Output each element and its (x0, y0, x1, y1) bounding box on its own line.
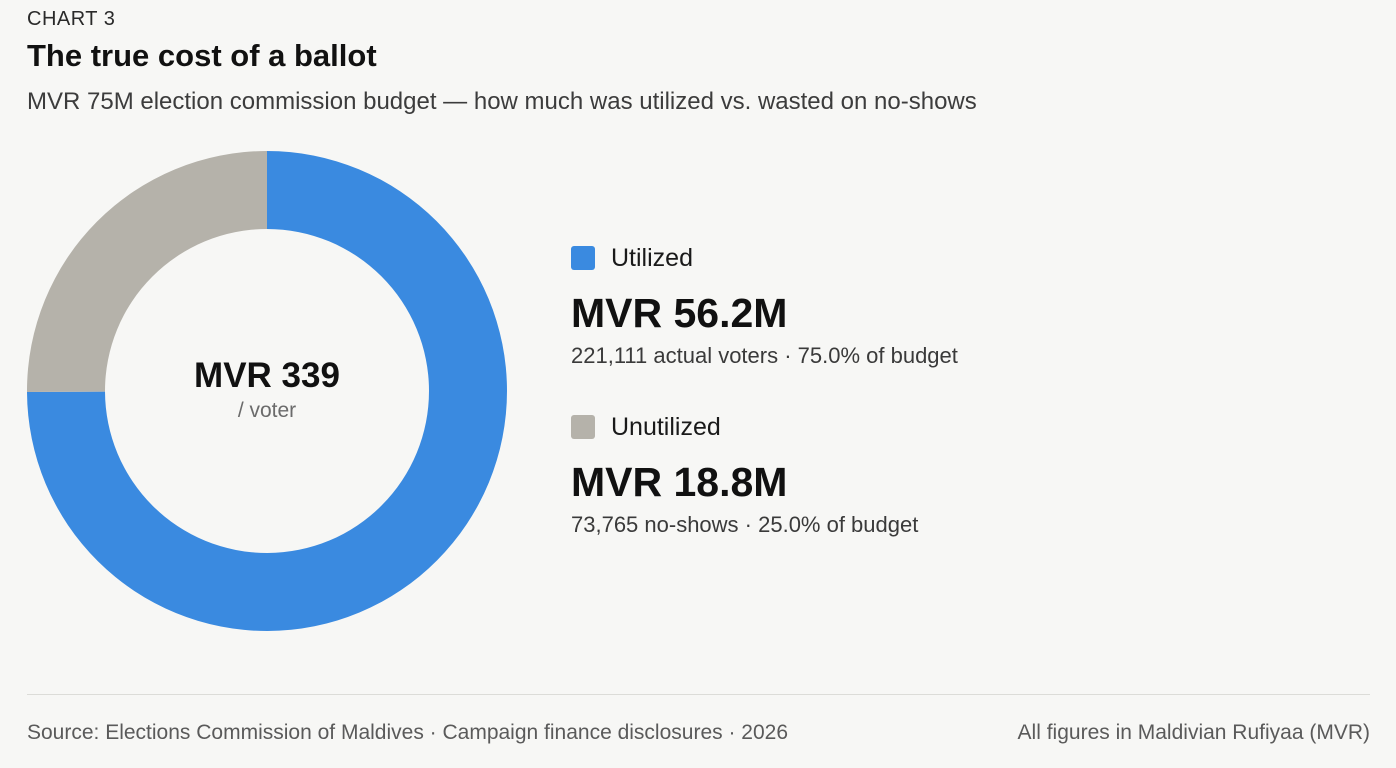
legend-value-utilized: MVR 56.2M (571, 290, 788, 336)
legend-item-unutilized: Unutilized MVR 18.8M 73,765 no-shows · 2… (571, 412, 918, 538)
donut-center-unit: / voter (237, 399, 297, 422)
legend-detail-unutilized: 73,765 no-shows · 25.0% of budget (571, 512, 919, 537)
legend-swatch-unutilized (571, 415, 595, 439)
legend-label-utilized: Utilized (611, 243, 693, 272)
footer-divider (27, 694, 1370, 695)
donut-slice-utilized (27, 151, 507, 632)
legend-label-unutilized: Unutilized (611, 412, 721, 441)
footer-source: Source: Elections Commission of Maldives… (27, 721, 789, 744)
legend-swatch-utilized (571, 246, 595, 270)
legend-detail-utilized: 221,111 actual voters · 75.0% of budget (571, 343, 958, 368)
chart-title: The true cost of a ballot (27, 38, 377, 73)
donut-center-value: MVR 339 (194, 356, 340, 395)
chart-subtitle: MVR 75M election commission budget — how… (27, 88, 977, 115)
chart-eyebrow: CHART 3 (27, 8, 116, 30)
legend-value-unutilized: MVR 18.8M (571, 459, 788, 505)
legend-item-utilized: Utilized MVR 56.2M 221,111 actual voters… (571, 243, 958, 369)
footer-note: All figures in Maldivian Rufiyaa (MVR) (1017, 721, 1370, 744)
donut-slice-unutilized (27, 151, 268, 393)
